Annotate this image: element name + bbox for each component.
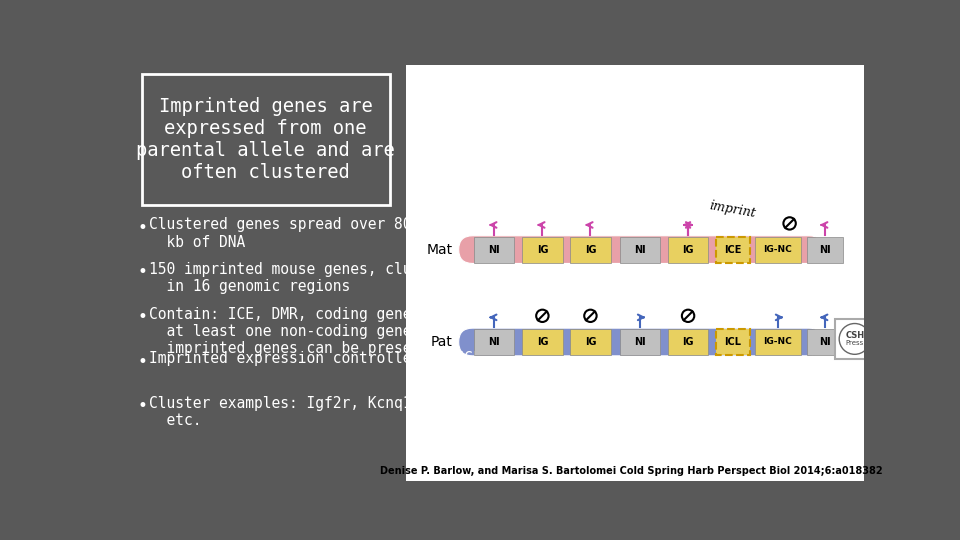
Text: Clustered genes spread over 80-3700
  kb of DNA: Clustered genes spread over 80-3700 kb o… xyxy=(150,217,456,249)
Text: NI: NI xyxy=(635,337,646,347)
Text: NI: NI xyxy=(489,245,500,254)
Text: IG: IG xyxy=(585,337,596,347)
FancyBboxPatch shape xyxy=(459,328,823,356)
Text: IG-NC: IG-NC xyxy=(763,245,792,254)
FancyBboxPatch shape xyxy=(716,237,750,262)
FancyBboxPatch shape xyxy=(807,237,843,262)
FancyBboxPatch shape xyxy=(668,329,708,355)
FancyBboxPatch shape xyxy=(474,329,515,355)
Text: IG: IG xyxy=(683,245,694,254)
FancyBboxPatch shape xyxy=(755,329,802,355)
FancyBboxPatch shape xyxy=(522,237,563,262)
Text: •: • xyxy=(137,219,147,237)
Text: Denise P. Barlow, and Marisa S. Bartolomei Cold Spring Harb Perspect Biol 2014;6: Denise P. Barlow, and Marisa S. Bartolom… xyxy=(380,466,883,476)
FancyBboxPatch shape xyxy=(716,329,750,355)
Text: IG-NC: IG-NC xyxy=(763,338,792,347)
Text: IG: IG xyxy=(537,337,548,347)
Text: Mat: Mat xyxy=(426,242,452,256)
Text: Press: Press xyxy=(846,340,864,346)
Text: •: • xyxy=(137,353,147,371)
Text: IG: IG xyxy=(683,337,694,347)
Text: NI: NI xyxy=(489,337,500,347)
Text: NI: NI xyxy=(820,245,831,254)
Text: Contain: ICE, DMR, coding genes and
  at least one non-coding gene, non-
  impri: Contain: ICE, DMR, coding genes and at l… xyxy=(150,307,465,356)
Bar xyxy=(406,65,864,481)
FancyBboxPatch shape xyxy=(834,319,875,359)
Text: NI: NI xyxy=(820,337,831,347)
FancyBboxPatch shape xyxy=(570,329,611,355)
Text: •: • xyxy=(137,397,147,415)
FancyBboxPatch shape xyxy=(668,237,708,262)
Text: CSH: CSH xyxy=(845,332,864,340)
Text: •: • xyxy=(137,308,147,326)
Text: IG: IG xyxy=(585,245,596,254)
Text: Imprinted genes are
expressed from one
parental allele and are
often clustered: Imprinted genes are expressed from one p… xyxy=(136,97,396,182)
Text: Imprinted expression controlled by ICE: Imprinted expression controlled by ICE xyxy=(150,351,482,366)
FancyBboxPatch shape xyxy=(755,237,802,262)
FancyBboxPatch shape xyxy=(570,237,611,262)
FancyBboxPatch shape xyxy=(522,329,563,355)
Text: ICL: ICL xyxy=(725,337,741,347)
Text: 150 imprinted mouse genes, clustered
  in 16 genomic regions: 150 imprinted mouse genes, clustered in … xyxy=(150,262,465,294)
FancyBboxPatch shape xyxy=(620,329,660,355)
Text: imprint: imprint xyxy=(708,199,757,220)
Text: ICE: ICE xyxy=(725,245,742,254)
Text: NI: NI xyxy=(635,245,646,254)
Text: IG: IG xyxy=(537,245,548,254)
FancyBboxPatch shape xyxy=(474,237,515,262)
FancyBboxPatch shape xyxy=(142,74,390,205)
Text: Pat: Pat xyxy=(431,335,452,349)
Text: Cluster examples: Igf2r, Kcnq1, Pws,
  etc.: Cluster examples: Igf2r, Kcnq1, Pws, etc… xyxy=(150,396,465,428)
FancyBboxPatch shape xyxy=(807,329,843,355)
FancyBboxPatch shape xyxy=(459,236,823,264)
FancyBboxPatch shape xyxy=(620,237,660,262)
Text: •: • xyxy=(137,264,147,281)
